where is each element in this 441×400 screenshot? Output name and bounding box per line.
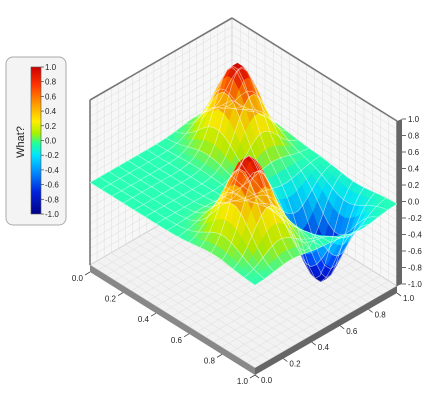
- colorbar-tick-label: 0.2: [45, 122, 57, 131]
- mesh-line: [210, 155, 354, 279]
- mesh-line: [122, 66, 266, 204]
- mesh-line: [89, 182, 256, 286]
- grid-line: [230, 270, 373, 353]
- colorbar-tick-label: 0.0: [45, 137, 57, 146]
- grid-line: [89, 42, 398, 147]
- colorbar: What? 1.0 0.8 0.6 0.4 0.2 0.0 -0.2 -0.4 -0.6 -0.8…: [5, 56, 67, 226]
- z-tick-label: 1.0: [408, 115, 420, 124]
- grid-line: [89, 50, 398, 155]
- mesh-line: [188, 163, 332, 243]
- y-tick-mark: [368, 309, 373, 313]
- grid-line: [246, 280, 389, 364]
- y-tick-label: 0.4: [318, 343, 330, 352]
- z-tick-label: 0.6: [408, 148, 420, 157]
- axes: 0.0 0.2 0.4 0.6 0.8 1.0 0.0 0.2 0.4 0.6 0.8 1.0 -1.0…: [72, 115, 422, 386]
- mesh-line: [108, 171, 275, 273]
- grid-line: [89, 59, 398, 163]
- z-tick-label: -0.8: [408, 264, 422, 273]
- x-tick-label: 1.0: [237, 377, 249, 386]
- box-edge: [231, 17, 398, 122]
- y-tick-mark: [254, 374, 260, 379]
- colorbar-title: What?: [15, 126, 27, 158]
- grid-line: [213, 260, 356, 343]
- colorbar-tick-label: -1.0: [45, 210, 59, 219]
- colorbar-tick-label: -0.2: [45, 151, 59, 160]
- x-tick-label: 0.2: [105, 295, 117, 304]
- z-tick-label: 0.4: [408, 165, 420, 174]
- mesh-line: [232, 192, 376, 270]
- x-tick-label: 0.6: [171, 336, 183, 345]
- y-tick-mark: [283, 358, 288, 362]
- z-tick-label: -0.6: [408, 247, 422, 256]
- y-tick-label: 0.6: [346, 327, 358, 336]
- y-tick-label: 0.8: [375, 310, 387, 319]
- mesh-line: [111, 88, 254, 197]
- colorbar-tick-label: -0.6: [45, 181, 59, 190]
- mesh-line: [89, 99, 233, 183]
- mesh-line: [243, 197, 387, 278]
- mesh-line: [100, 105, 244, 190]
- x-tick-mark: [183, 333, 190, 338]
- colorbar-tick-label: -0.4: [45, 166, 59, 175]
- x-tick-mark: [117, 292, 124, 296]
- colorbar-gradient: [30, 66, 42, 215]
- mesh-line: [118, 165, 284, 265]
- x-tick-mark: [84, 271, 91, 276]
- mesh-line: [177, 155, 321, 238]
- grid-line: [221, 265, 365, 348]
- z-tick-label: -1.0: [408, 280, 422, 289]
- mesh-line: [133, 66, 277, 211]
- y-axis-bar: [255, 286, 397, 375]
- y-tick-mark: [311, 341, 317, 346]
- z-axis-bar: [397, 119, 402, 286]
- colorbar-tick-label: 1.0: [45, 63, 57, 72]
- mesh-line: [221, 169, 365, 279]
- grid-line: [89, 34, 398, 138]
- y-tick-label: 1.0: [403, 294, 415, 303]
- grid-line: [89, 26, 398, 130]
- z-tick-label: 0.8: [408, 132, 420, 141]
- z-tick-label: 0.2: [408, 181, 420, 190]
- colorbar-tick-label: 0.8: [45, 78, 57, 87]
- z-tick-label: -0.2: [408, 214, 422, 223]
- y-tick-label: 0.0: [261, 376, 273, 385]
- y-tick-label: 0.2: [289, 360, 301, 369]
- mesh-line: [127, 155, 294, 259]
- y-tick-mark: [339, 325, 345, 330]
- x-tick-mark: [249, 374, 256, 379]
- mesh-line: [199, 169, 343, 252]
- mesh-line: [213, 90, 379, 236]
- mesh-line: [155, 130, 299, 225]
- mesh-line: [254, 203, 398, 286]
- x-tick-label: 0.0: [72, 274, 84, 283]
- surface: [89, 62, 398, 286]
- box-edge: [89, 17, 233, 101]
- mesh-line: [99, 176, 265, 280]
- mesh-line: [203, 67, 369, 270]
- x-tick-mark: [150, 312, 157, 317]
- mesh-line: [231, 99, 398, 205]
- x-tick-label: 0.8: [204, 356, 216, 365]
- x-tick-label: 0.4: [138, 315, 150, 324]
- colorbar-tick-label: -0.8: [45, 195, 59, 204]
- grid-line: [238, 275, 381, 358]
- z-tick-label: 0.0: [408, 198, 420, 207]
- y-tick-mark: [396, 292, 402, 297]
- colorbar-tick-label: 0.4: [45, 107, 57, 116]
- x-axis-bar: [90, 265, 255, 375]
- z-tick-label: -0.4: [408, 231, 422, 240]
- colorbar-tick-label: 0.6: [45, 92, 57, 101]
- mesh-line: [166, 147, 310, 231]
- x-tick-mark: [216, 354, 223, 358]
